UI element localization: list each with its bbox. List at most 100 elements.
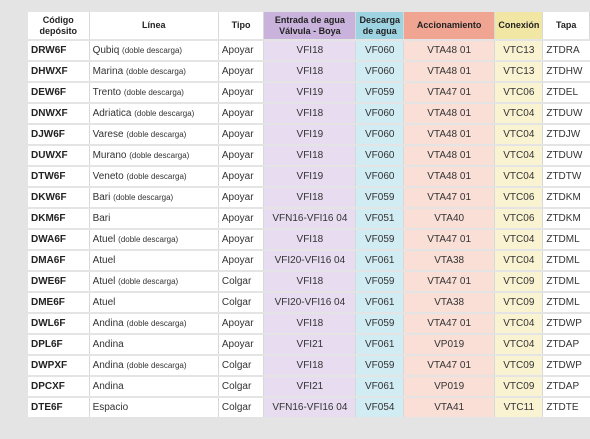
table-row: DTW6F Veneto (doble descarga) Apoyar VFI19 V… [28, 167, 590, 186]
cell-tapa: ZTDAP [543, 335, 590, 354]
table-row: DEW6F Trento (doble descarga) Apoyar VFI19 V… [28, 83, 590, 102]
cell-descarga: VF060 [356, 62, 404, 81]
cell-tapa: ZTDTE [543, 398, 590, 417]
cell-descarga: VF060 [356, 125, 404, 144]
table-row: DUWXF Murano (doble descarga) Apoyar VFI18 V… [28, 146, 590, 165]
cell-accionamiento: VTA48 01 [403, 146, 496, 165]
cell-linea: Varese (doble descarga) [89, 125, 219, 144]
table-body: DRW6F Qubiq (doble descarga) Apoyar VFI18 VF… [28, 41, 590, 417]
header-entrada: Entrada de agua Válvula - Boya [264, 12, 357, 39]
linea-name: Marina [92, 66, 124, 77]
header-entrada-line2: Válvula - Boya [279, 25, 341, 36]
cell-accionamiento: VP019 [403, 377, 496, 396]
cell-tipo: Colgar [218, 377, 265, 396]
cell-descarga: VF060 [356, 167, 404, 186]
cell-conexion: VTC04 [495, 335, 544, 354]
cell-tapa: ZTDEL [543, 83, 590, 102]
cell-descarga: VF059 [356, 272, 404, 291]
table-row: DWPXF Andina (doble descarga) Colgar VFI18 V… [28, 356, 590, 375]
cell-conexion: VTC04 [495, 104, 544, 123]
cell-linea: Murano (doble descarga) [89, 146, 219, 165]
linea-name: Qubiq [92, 45, 120, 56]
cell-entrada: VFI20-VFI16 04 [264, 293, 357, 312]
cell-accionamiento: VTA48 01 [403, 41, 496, 60]
cell-conexion: VTC09 [495, 293, 544, 312]
linea-name: Adriatica [92, 108, 132, 119]
cell-linea: Andina (doble descarga) [89, 314, 219, 333]
cell-tapa: ZTDKM [543, 188, 590, 207]
linea-name: Andina [92, 381, 124, 392]
cell-entrada: VFI19 [264, 167, 357, 186]
header-entrada-line1: Entrada de agua [274, 14, 345, 25]
cell-tipo: Apoyar [218, 335, 265, 354]
linea-name: Andina [92, 360, 124, 371]
cell-tapa: ZTDTW [543, 167, 590, 186]
cell-entrada: VFI18 [264, 188, 357, 207]
linea-note: (doble descarga) [118, 235, 179, 244]
cell-codigo: DJW6F [28, 125, 90, 144]
cell-accionamiento: VP019 [403, 335, 496, 354]
parts-table: Código depósito Línea Tipo Entrada de agu… [28, 10, 590, 419]
cell-conexion: VTC06 [495, 83, 544, 102]
cell-codigo: DHWXF [28, 62, 90, 81]
cell-tapa: ZTDML [543, 272, 590, 291]
cell-entrada: VFI20-VFI16 04 [264, 251, 357, 270]
linea-note: (doble descarga) [126, 319, 187, 328]
header-tapa: Tapa [543, 12, 590, 39]
table-row: DMA6F Atuel Apoyar VFI20-VFI16 04 VF061 VTA38… [28, 251, 590, 270]
table-row: DME6F Atuel Colgar VFI20-VFI16 04 VF061 VTA38… [28, 293, 590, 312]
cell-linea: Atuel (doble descarga) [89, 230, 219, 249]
header-descarga: Descarga de agua [356, 12, 404, 39]
cell-entrada: VFI18 [264, 146, 357, 165]
cell-accionamiento: VTA48 01 [403, 125, 496, 144]
header-row: Código depósito Línea Tipo Entrada de agu… [28, 12, 590, 39]
cell-accionamiento: VTA40 [403, 209, 496, 228]
cell-codigo: DWPXF [28, 356, 90, 375]
linea-name: Andina [92, 318, 124, 329]
header-linea: Línea [89, 12, 219, 39]
cell-tipo: Colgar [218, 398, 265, 417]
linea-note: (doble descarga) [129, 151, 190, 160]
linea-name: Atuel [92, 276, 116, 287]
cell-linea: Atuel [89, 293, 219, 312]
cell-tapa: ZTDWP [543, 314, 590, 333]
cell-tipo: Colgar [218, 356, 265, 375]
cell-conexion: VTC06 [495, 209, 544, 228]
cell-codigo: DME6F [28, 293, 90, 312]
cell-entrada: VFI19 [264, 83, 357, 102]
cell-codigo: DNWXF [28, 104, 90, 123]
cell-accionamiento: VTA47 01 [403, 314, 496, 333]
cell-descarga: VF059 [356, 230, 404, 249]
cell-descarga: VF059 [356, 356, 404, 375]
cell-tapa: ZTDJW [543, 125, 590, 144]
cell-linea: Andina [89, 377, 219, 396]
cell-conexion: VTC04 [495, 167, 544, 186]
cell-descarga: VF061 [356, 293, 404, 312]
header-codigo: Código depósito [28, 12, 90, 39]
cell-entrada: VFI18 [264, 272, 357, 291]
cell-descarga: VF060 [356, 146, 404, 165]
cell-tipo: Apoyar [218, 41, 265, 60]
cell-conexion: VTC04 [495, 251, 544, 270]
cell-accionamiento: VTA48 01 [403, 62, 496, 81]
cell-accionamiento: VTA48 01 [403, 104, 496, 123]
cell-codigo: DTW6F [28, 167, 90, 186]
table-row: DTE6F Espacio Colgar VFN16-VFI16 04 VF054 VTA… [28, 398, 590, 417]
linea-name: Bari [92, 213, 111, 224]
linea-name: Atuel [92, 297, 116, 308]
cell-codigo: DPCXF [28, 377, 90, 396]
cell-tipo: Apoyar [218, 146, 265, 165]
cell-conexion: VTC04 [495, 230, 544, 249]
cell-entrada: VFI21 [264, 377, 357, 396]
cell-linea: Espacio [89, 398, 219, 417]
cell-linea: Marina (doble descarga) [89, 62, 219, 81]
cell-descarga: VF060 [356, 104, 404, 123]
header-accionamiento: Accionamiento [403, 12, 496, 39]
cell-entrada: VFI18 [264, 230, 357, 249]
linea-name: Murano [92, 150, 127, 161]
cell-codigo: DPL6F [28, 335, 90, 354]
cell-descarga: VF059 [356, 314, 404, 333]
cell-codigo: DTE6F [28, 398, 90, 417]
cell-descarga: VF061 [356, 335, 404, 354]
cell-codigo: DEW6F [28, 83, 90, 102]
